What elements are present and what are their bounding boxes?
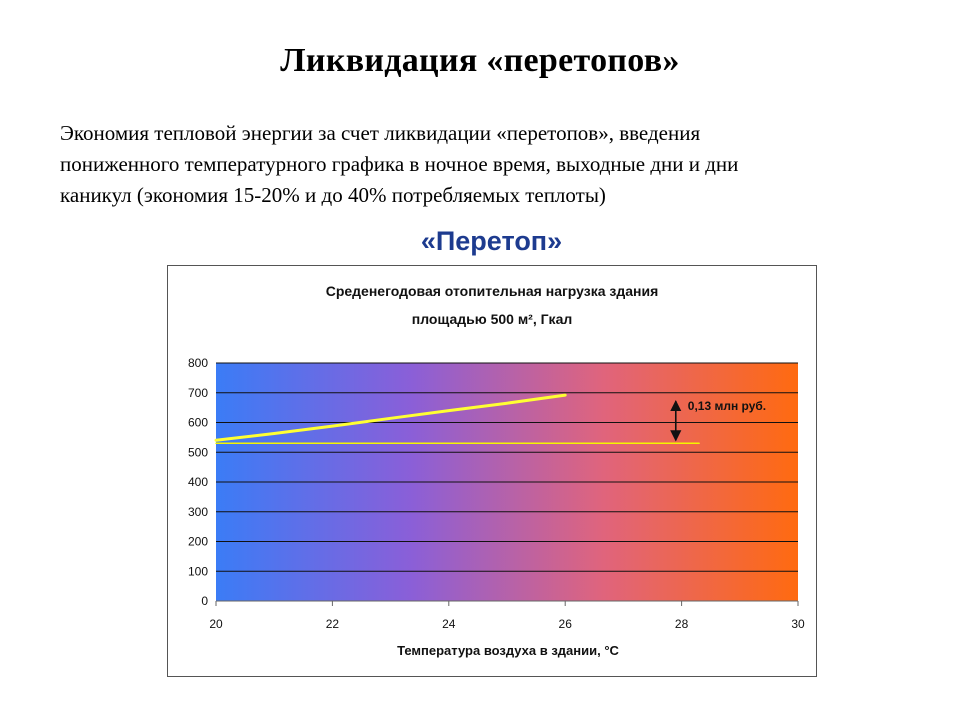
body-text-line: Экономия тепловой энергии за счет ликвид…: [60, 121, 701, 145]
y-tick-label: 100: [188, 564, 208, 578]
x-tick-label: 28: [675, 617, 689, 631]
x-tick-label: 30: [791, 617, 805, 631]
savings-annotation: 0,13 млн руб.: [670, 399, 766, 442]
y-tick-label: 200: [188, 535, 208, 549]
y-axis-ticks: 0 100 200 300 400 500 600 700 800: [188, 356, 208, 608]
y-tick-label: 600: [188, 416, 208, 430]
slide-body-text: Экономия тепловой энергии за счет ликвид…: [60, 118, 850, 211]
x-axis-title: Температура воздуха в здании, °C: [397, 643, 619, 658]
x-tick-label: 26: [559, 617, 573, 631]
chart-heading: «Перетоп»: [420, 226, 563, 256]
y-tick-label: 700: [188, 386, 208, 400]
y-tick-label: 0: [201, 594, 208, 608]
body-text-line: каникул (экономия 15-20% и до 40% потреб…: [60, 183, 606, 207]
y-tick-label: 500: [188, 445, 208, 459]
chart-title-line-1: Среденегодовая отопительная нагрузка зда…: [326, 283, 659, 299]
chart-title-line-2: площадью 500 м², Гкал: [412, 311, 573, 327]
chart-frame: Среденегодовая отопительная нагрузка зда…: [167, 265, 817, 677]
body-text-line: пониженного температурного графика в ноч…: [60, 152, 739, 176]
annotation-label: 0,13 млн руб.: [688, 399, 766, 413]
slide-title: Ликвидация «перетопов»: [280, 42, 680, 79]
y-tick-label: 800: [188, 356, 208, 370]
x-axis-ticks: 20 22 24 26 28 30: [209, 601, 805, 631]
x-tick-label: 24: [442, 617, 456, 631]
y-tick-label: 400: [188, 475, 208, 489]
x-tick-label: 20: [209, 617, 223, 631]
grid-lines: [216, 362, 798, 602]
x-tick-label: 22: [326, 617, 340, 631]
y-tick-label: 300: [188, 505, 208, 519]
series-lines: [214, 393, 700, 445]
heating-load-chart: Среденегодовая отопительная нагрузка зда…: [188, 283, 805, 658]
series-line: [214, 393, 567, 442]
